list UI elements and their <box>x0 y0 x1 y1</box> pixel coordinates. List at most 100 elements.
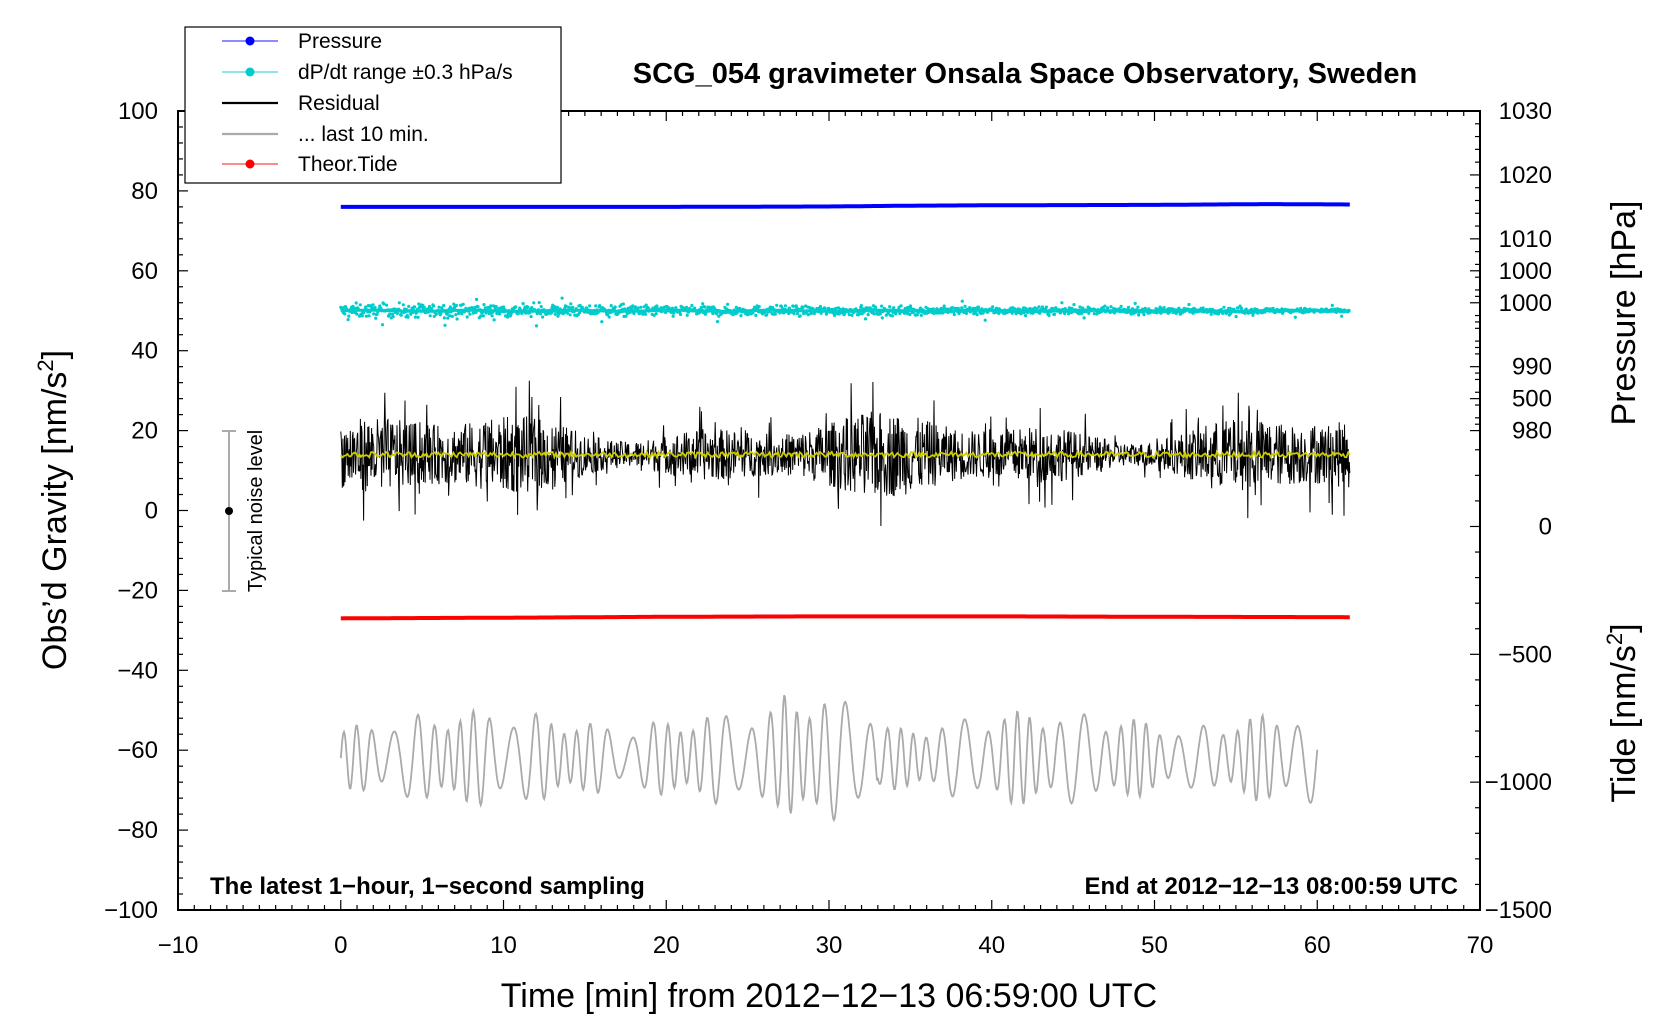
dpdt-point <box>1162 306 1166 310</box>
dpdt-point <box>455 317 459 321</box>
dpdt-point <box>1142 313 1146 317</box>
dpdt-point <box>416 315 420 319</box>
dpdt-point <box>1234 315 1238 319</box>
y-tick-label-left: −40 <box>117 657 158 684</box>
dpdt-point <box>565 311 570 315</box>
dpdt-point <box>417 302 421 306</box>
dpdt-point <box>475 297 479 301</box>
x-tick-label: 30 <box>816 932 843 959</box>
dpdt-point <box>560 296 564 300</box>
dpdt-point <box>446 316 450 320</box>
dpdt-point <box>406 315 410 319</box>
noise-bar-dot <box>225 507 233 515</box>
dpdt-point <box>873 305 878 309</box>
axis-ticks: −10 0 10 20 30 40 50 60 70−100−80−60−40−20020406… <box>104 98 1552 959</box>
dpdt-point <box>481 314 485 318</box>
annotation-right: End at 2012−12−13 08:00:59 UTC <box>1084 873 1458 900</box>
dpdt-point <box>448 314 452 318</box>
dpdt-point <box>465 315 469 319</box>
dpdt-point <box>454 313 458 317</box>
legend-dpdt-label: dP/dt range ±0.3 hPa/s <box>298 61 513 84</box>
dpdt-point <box>1087 311 1091 315</box>
y-tick-label-left: 100 <box>118 98 158 125</box>
dpdt-point <box>639 305 643 309</box>
dpdt-point <box>976 305 981 309</box>
y-tick-label-pressure: 990 <box>1512 354 1552 381</box>
dpdt-point <box>372 312 376 316</box>
dpdt-point <box>374 316 378 320</box>
dpdt-point <box>1239 306 1244 310</box>
dpdt-point <box>364 314 368 318</box>
dpdt-point <box>726 302 730 306</box>
dpdt-point <box>432 304 436 308</box>
dpdt-point <box>1191 311 1195 315</box>
dpdt-point <box>1251 313 1255 317</box>
dpdt-point <box>1014 312 1018 316</box>
dpdt-point <box>701 302 705 306</box>
legend-tide-label: Theor.Tide <box>298 153 398 176</box>
dpdt-point <box>1052 312 1057 316</box>
y-axis-title-left: Obs’d Gravity [nm/s2] <box>33 350 74 670</box>
dpdt-point <box>775 303 779 307</box>
y-tick-label-left: 80 <box>131 178 158 205</box>
dpdt-point <box>1133 301 1137 305</box>
dpdt-point <box>1217 312 1221 316</box>
dpdt-point <box>422 305 426 309</box>
dpdt-point <box>460 312 464 316</box>
legend-residual-label: Residual <box>298 92 380 115</box>
y-tick-label-pressure: 980 <box>1512 418 1552 445</box>
dpdt-point <box>715 312 719 316</box>
y-tick-label-pressure: 1030 <box>1499 98 1552 125</box>
dpdt-point <box>346 318 350 322</box>
y-tick-label-left: −80 <box>117 817 158 844</box>
dpdt-point <box>963 304 967 308</box>
dpdt-point <box>1238 304 1242 308</box>
dpdt-point <box>535 312 539 316</box>
dpdt-point <box>964 311 969 315</box>
dpdt-point <box>899 304 903 308</box>
dpdt-point <box>609 304 613 308</box>
x-axis-title: Time [min] from 2012−12−13 06:59:00 UTC <box>501 977 1157 1015</box>
dpdt-point <box>1109 305 1113 309</box>
series-tide-line <box>340 614 1350 621</box>
dpdt-point <box>636 306 640 310</box>
dpdt-point <box>863 317 868 321</box>
dpdt-point <box>699 305 703 309</box>
dpdt-point <box>497 306 501 310</box>
dpdt-point <box>553 312 557 316</box>
legend-item-pressure: Pressure <box>222 30 382 53</box>
dpdt-point <box>450 314 454 318</box>
dpdt-point <box>754 313 758 317</box>
dpdt-point <box>482 303 486 307</box>
dpdt-point <box>351 304 355 308</box>
dpdt-point <box>434 312 438 316</box>
dpdt-point <box>850 313 854 317</box>
dpdt-point <box>555 305 560 309</box>
legend-item-dpdt: dP/dt range ±0.3 hPa/s <box>222 61 513 84</box>
dpdt-point <box>569 302 573 306</box>
dpdt-point <box>501 305 506 309</box>
dpdt-point <box>678 312 683 316</box>
dpdt-point <box>791 304 796 308</box>
dpdt-point <box>832 313 837 317</box>
dpdt-point <box>684 305 689 309</box>
annotation-left: The latest 1−hour, 1−second sampling <box>210 873 645 900</box>
dpdt-point <box>892 306 896 310</box>
dpdt-point <box>529 315 533 319</box>
dpdt-point <box>880 304 884 308</box>
dpdt-point <box>783 304 788 308</box>
dpdt-point <box>1067 306 1071 310</box>
dpdt-point <box>437 305 441 309</box>
dpdt-point <box>1024 307 1028 311</box>
dpdt-point <box>847 313 851 317</box>
x-tick-label: 0 <box>334 932 347 959</box>
y-tick-label-tide: 0 <box>1539 513 1552 540</box>
dpdt-point <box>715 320 720 324</box>
dpdt-point <box>380 323 385 327</box>
dpdt-point <box>401 303 405 307</box>
dpdt-point <box>375 312 379 316</box>
dpdt-point <box>506 315 510 319</box>
dpdt-point <box>1060 301 1064 305</box>
dpdt-point <box>367 314 371 318</box>
